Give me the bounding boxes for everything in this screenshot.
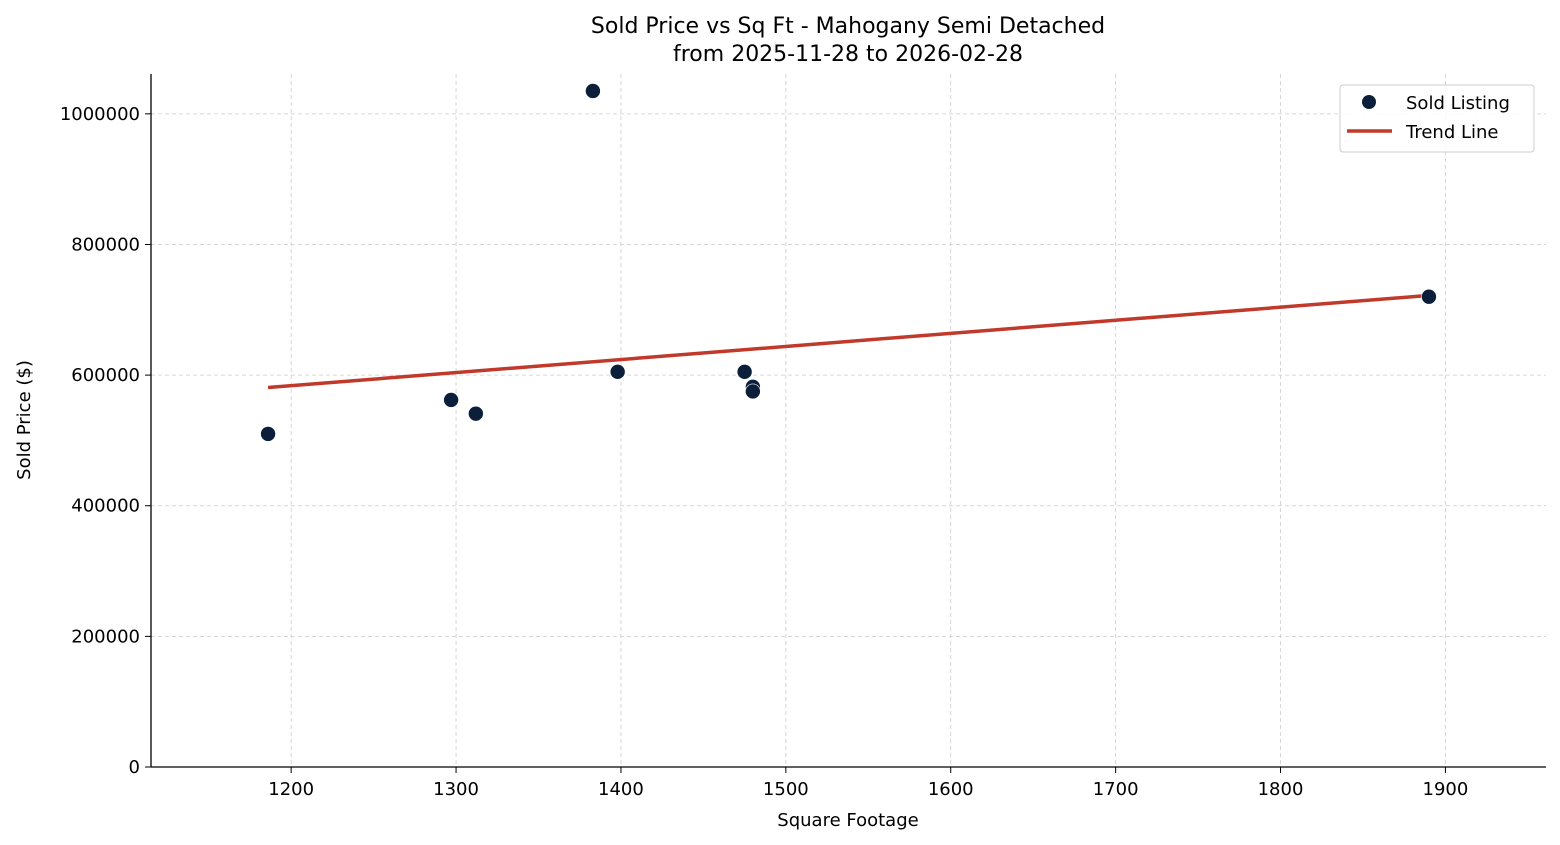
ticks: 1200 1300 1400 1500 1600 1700 1800 1900 0 200000 4… xyxy=(60,104,1468,800)
y-tick-label: 400000 xyxy=(71,496,140,517)
y-tick-label: 0 xyxy=(129,757,140,778)
sold-listing-point xyxy=(585,83,601,99)
x-axis-label: Square Footage xyxy=(777,810,918,831)
x-tick-label: 1200 xyxy=(268,779,314,800)
legend-label-trend-line: Trend Line xyxy=(1405,122,1499,143)
sold-listing-point xyxy=(443,392,459,408)
y-tick-label: 800000 xyxy=(71,234,140,255)
sold-listing-point xyxy=(1421,288,1437,305)
sold-listing-point xyxy=(468,405,484,422)
grid xyxy=(151,74,1546,768)
legend: Sold Listing Trend Line xyxy=(1339,84,1535,153)
x-tick-label: 1500 xyxy=(763,779,809,800)
sold-listing-point xyxy=(260,426,276,442)
y-tick-label: 600000 xyxy=(71,365,140,386)
trend-line xyxy=(267,293,1430,390)
legend-label-sold-listing: Sold Listing xyxy=(1406,93,1510,114)
chart-title: Sold Price vs Sq Ft - Mahogany Semi Deta… xyxy=(591,14,1105,39)
sold-listing-point xyxy=(609,364,626,380)
x-tick-label: 1900 xyxy=(1423,779,1469,800)
sold-listing-point xyxy=(745,383,761,400)
x-tick-label: 1400 xyxy=(598,779,644,800)
chart-subtitle: from 2025-11-28 to 2026-02-28 xyxy=(673,42,1023,67)
x-tick-label: 1800 xyxy=(1258,779,1304,800)
marks xyxy=(260,83,1437,442)
x-tick-label: 1300 xyxy=(433,779,479,800)
y-axis-label: Sold Price ($) xyxy=(14,360,35,480)
x-tick-label: 1600 xyxy=(928,779,974,800)
y-tick-label: 200000 xyxy=(71,626,140,647)
sold-listing-point xyxy=(736,364,753,380)
y-tick-label: 1000000 xyxy=(60,104,140,125)
x-tick-label: 1700 xyxy=(1093,779,1139,800)
legend-marker-sold-listing xyxy=(1362,95,1376,109)
legend-box xyxy=(1339,84,1535,153)
